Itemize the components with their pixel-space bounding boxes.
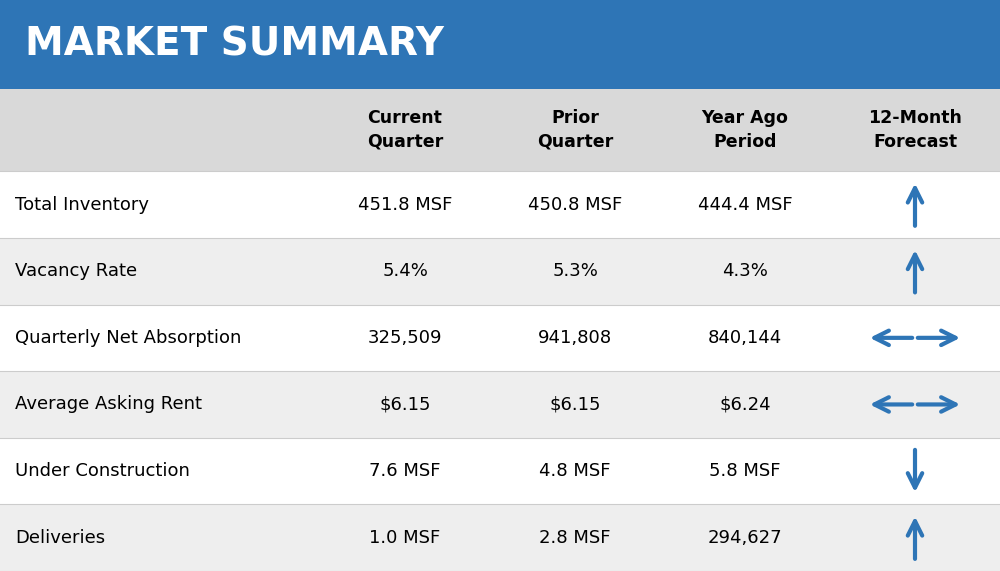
Text: 12-Month
Forecast: 12-Month Forecast [868,109,962,151]
Text: $6.15: $6.15 [549,396,601,413]
Text: 2.8 MSF: 2.8 MSF [539,529,611,546]
Text: 840,144: 840,144 [708,329,782,347]
Text: 444.4 MSF: 444.4 MSF [698,196,792,214]
Bar [0,171,1000,238]
Text: Average Asking Rent: Average Asking Rent [15,396,202,413]
Text: Deliveries: Deliveries [15,529,105,546]
Text: 450.8 MSF: 450.8 MSF [528,196,622,214]
Bar [0,438,1000,504]
Bar [0,238,1000,304]
Text: 5.4%: 5.4% [382,262,428,280]
Text: Prior
Quarter: Prior Quarter [537,109,613,151]
Text: 5.8 MSF: 5.8 MSF [709,462,781,480]
Text: Quarterly Net Absorption: Quarterly Net Absorption [15,329,241,347]
Bar [0,89,1000,171]
Text: Total Inventory: Total Inventory [15,196,149,214]
Text: 7.6 MSF: 7.6 MSF [369,462,441,480]
Text: $6.15: $6.15 [379,396,431,413]
Text: 1.0 MSF: 1.0 MSF [369,529,441,546]
Text: Year Ago
Period: Year Ago Period [702,109,788,151]
Text: 4.3%: 4.3% [722,262,768,280]
Text: 941,808: 941,808 [538,329,612,347]
Text: 4.8 MSF: 4.8 MSF [539,462,611,480]
Text: Vacancy Rate: Vacancy Rate [15,262,137,280]
Bar [0,371,1000,438]
Text: 451.8 MSF: 451.8 MSF [358,196,452,214]
Text: Under Construction: Under Construction [15,462,190,480]
Text: $6.24: $6.24 [719,396,771,413]
Bar [0,0,1000,89]
Text: 5.3%: 5.3% [552,262,598,280]
Bar [0,304,1000,371]
Text: 294,627: 294,627 [708,529,782,546]
Text: MARKET SUMMARY: MARKET SUMMARY [25,25,444,63]
Bar [0,504,1000,571]
Text: 325,509: 325,509 [368,329,442,347]
Text: Current
Quarter: Current Quarter [367,109,443,151]
